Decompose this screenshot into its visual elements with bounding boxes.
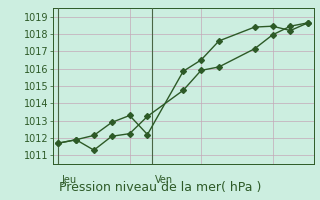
Text: Ven: Ven: [155, 175, 173, 185]
Text: Pression niveau de la mer( hPa ): Pression niveau de la mer( hPa ): [59, 181, 261, 194]
Text: Jeu: Jeu: [61, 175, 76, 185]
